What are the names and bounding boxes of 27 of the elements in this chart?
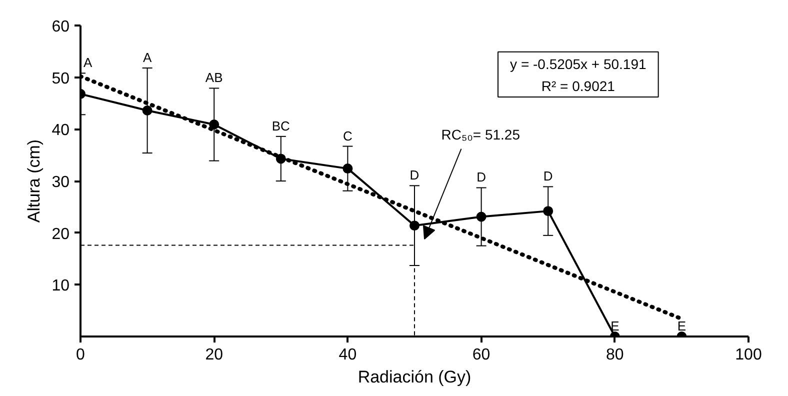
y-tick-label: 40	[52, 122, 70, 140]
x-tick-label: 100	[735, 346, 762, 364]
y-tick-label: 50	[52, 70, 70, 88]
annotation: R² = 0.9021	[541, 78, 616, 94]
data-label: E	[610, 318, 620, 334]
x-tick-label: 60	[472, 346, 490, 364]
data-label: D	[410, 168, 420, 183]
x-tick-label: 0	[76, 346, 86, 364]
y-tick-label: 10	[52, 278, 70, 295]
x-tick-label: 40	[338, 346, 357, 364]
data-label: A	[84, 55, 92, 70]
x-tick-label: 20	[205, 346, 224, 364]
data-label: E	[677, 318, 686, 334]
y-tick-label: 60	[52, 18, 70, 36]
data-label: A	[142, 50, 152, 66]
data-label: AB	[205, 70, 223, 86]
y-axis-title: Altura (cm)	[24, 139, 44, 223]
data-label: D	[476, 170, 486, 185]
annotation: RC₅₀= 51.25	[441, 126, 520, 143]
annotation: y = -0.5205x + 50.191	[510, 56, 646, 72]
x-axis-title: Radiación (Gy)	[358, 368, 472, 386]
x-tick-label: 80	[606, 346, 624, 364]
data-label: C	[343, 128, 352, 144]
data-label: D	[543, 168, 553, 184]
y-tick-label: 30	[52, 174, 70, 191]
data-label: BC	[272, 118, 290, 134]
y-tick-label: 20	[52, 226, 70, 243]
